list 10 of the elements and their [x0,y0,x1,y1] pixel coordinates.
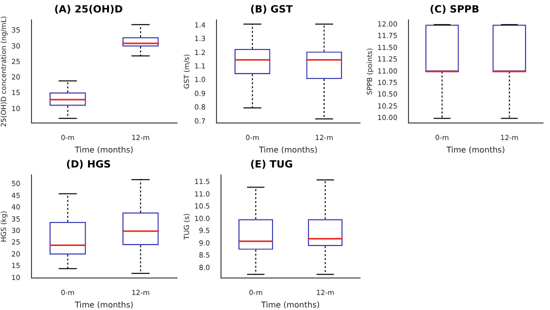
chart-title: (D) HGS [66,160,111,171]
chart-title: (C) SPPB [430,4,480,16]
x-axis-title: Time (months) [258,145,318,154]
chart-title: (E) TUG [250,160,293,171]
chart-title: (A) 25(OH)D [54,4,123,16]
x-axis-title: Time (months) [445,145,505,154]
x-axis-title: Time (months) [74,300,134,310]
chart-title: (B) GST [250,4,293,16]
x-axis-title: Time (months) [260,300,320,310]
x-axis-title: Time (months) [74,145,134,154]
